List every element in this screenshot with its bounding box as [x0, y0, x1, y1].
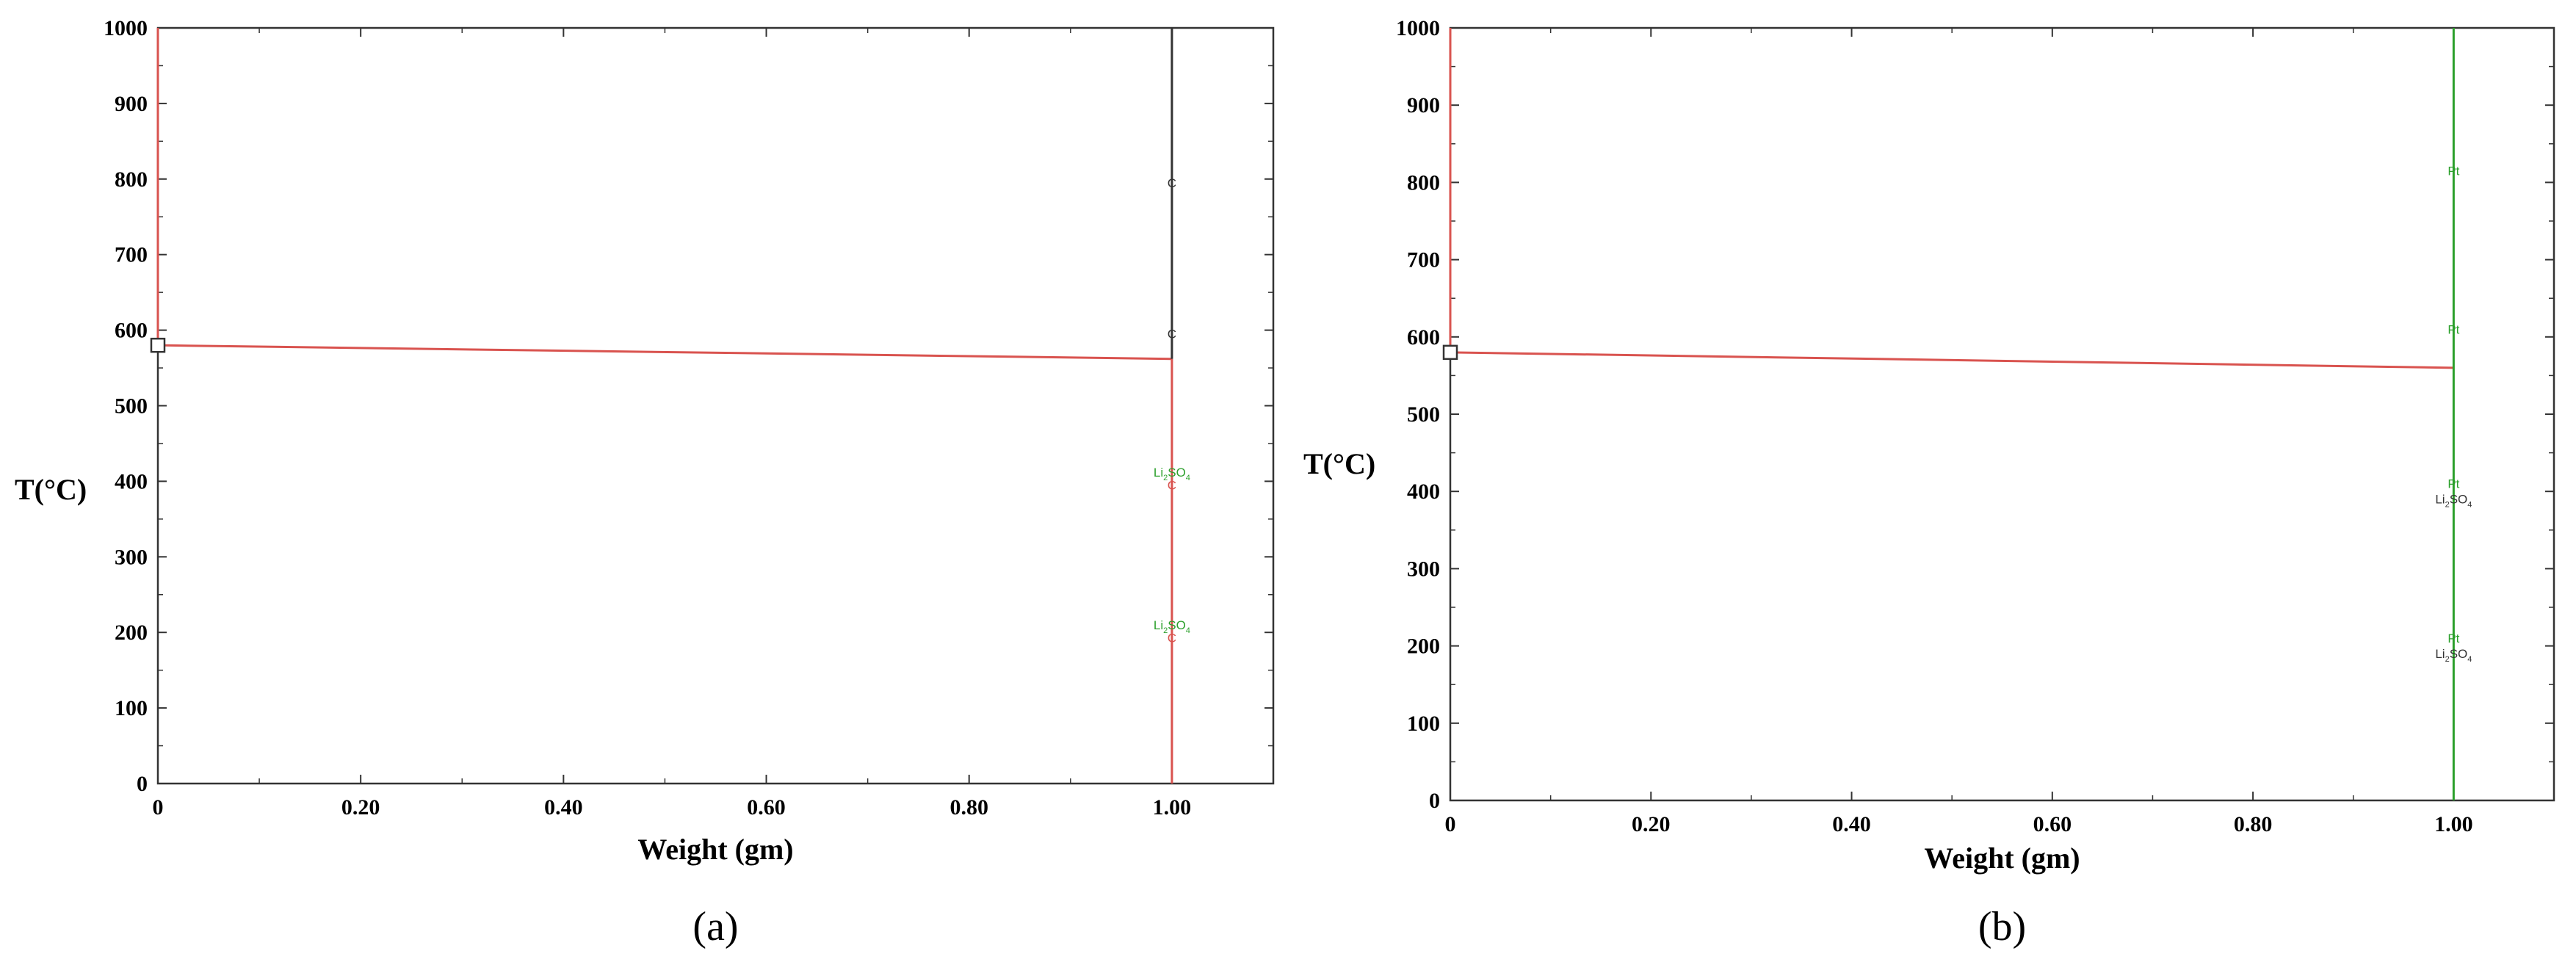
phase-annotation: C — [1168, 479, 1176, 493]
series-line — [1450, 351, 2454, 369]
y-tick-label: 600 — [1407, 325, 1440, 350]
y-tick-label: 300 — [115, 545, 148, 569]
x-tick-label: 0.80 — [2234, 812, 2273, 836]
plot-frame — [1449, 26, 2555, 802]
y-tick-label: 800 — [1407, 170, 1440, 195]
y-tick-label: 200 — [115, 621, 148, 645]
panel-b: 0 100 200 300 400 500 600 700 800 900 1000 0 0.20 0.4… — [1303, 16, 2555, 950]
x-tick-label: 0.20 — [1632, 812, 1671, 836]
y-tick-label: 0 — [1429, 789, 1440, 813]
phase-annotation: Li2SO4 — [2435, 493, 2472, 510]
y-tick-label: 300 — [1407, 557, 1440, 581]
y-tick-label: 700 — [115, 243, 148, 267]
series-line — [157, 344, 1172, 361]
x-tick-label: 0.40 — [544, 795, 583, 820]
y-tick-label: 400 — [115, 469, 148, 493]
x-tick-label: 0.40 — [1832, 812, 1871, 836]
x-tick-label: 0 — [1445, 812, 1456, 836]
phase-annotation: C — [1168, 631, 1176, 645]
panel-label: (a) — [692, 904, 738, 950]
phase-annotation: Pt — [2447, 322, 2459, 336]
x-tick-label: 1.00 — [1153, 795, 1192, 820]
x-tick-label: 0.60 — [747, 795, 786, 820]
y-tick-label: 200 — [1407, 634, 1440, 659]
phase-annotation: C — [1168, 176, 1176, 190]
x-tick-label: 0 — [153, 795, 164, 820]
phase-annotation: Li2SO4 — [1154, 618, 1190, 635]
phase-annotation: Li2SO4 — [1154, 466, 1190, 482]
phase-annotation: Pt — [2447, 632, 2459, 645]
y-tick-label: 400 — [1407, 480, 1440, 504]
y-tick-label: 800 — [115, 167, 148, 192]
y-tick-label: 100 — [115, 696, 148, 720]
data-marker-square — [150, 337, 166, 353]
y-axis-title: T(°C) — [15, 473, 87, 506]
y-tick-label: 900 — [115, 92, 148, 116]
y-tick-label: 700 — [1407, 248, 1440, 272]
phase-annotation: C — [1168, 328, 1176, 341]
y-tick-label: 0 — [137, 772, 148, 796]
x-axis-title: Weight (gm) — [1924, 842, 2080, 875]
panel-a: 0 100 200 300 400 500 600 700 800 900 1000 0 0.20 0.4… — [15, 16, 1275, 950]
phase-annotation: Pt — [2447, 164, 2459, 178]
x-tick-label: 1.00 — [2434, 812, 2473, 836]
y-tick-label: 1000 — [104, 16, 148, 40]
y-tick-label: 100 — [1407, 712, 1440, 736]
y-tick-label: 600 — [115, 319, 148, 343]
x-tick-label: 0.80 — [949, 795, 988, 820]
x-tick-label: 0.20 — [341, 795, 380, 820]
y-tick-label: 1000 — [1396, 16, 1440, 40]
y-tick-label: 500 — [115, 394, 148, 419]
phase-annotation: Pt — [2447, 477, 2459, 491]
y-tick-label: 900 — [1407, 93, 1440, 117]
phase-annotation: Li2SO4 — [2435, 647, 2472, 664]
y-tick-label: 500 — [1407, 402, 1440, 427]
y-axis-title: T(°C) — [1303, 447, 1375, 480]
x-axis-title: Weight (gm) — [637, 833, 793, 866]
plot-frame — [156, 26, 1275, 785]
x-tick-label: 0.60 — [2033, 812, 2072, 836]
data-marker-square — [1442, 344, 1458, 361]
panel-label: (b) — [1978, 904, 2026, 950]
